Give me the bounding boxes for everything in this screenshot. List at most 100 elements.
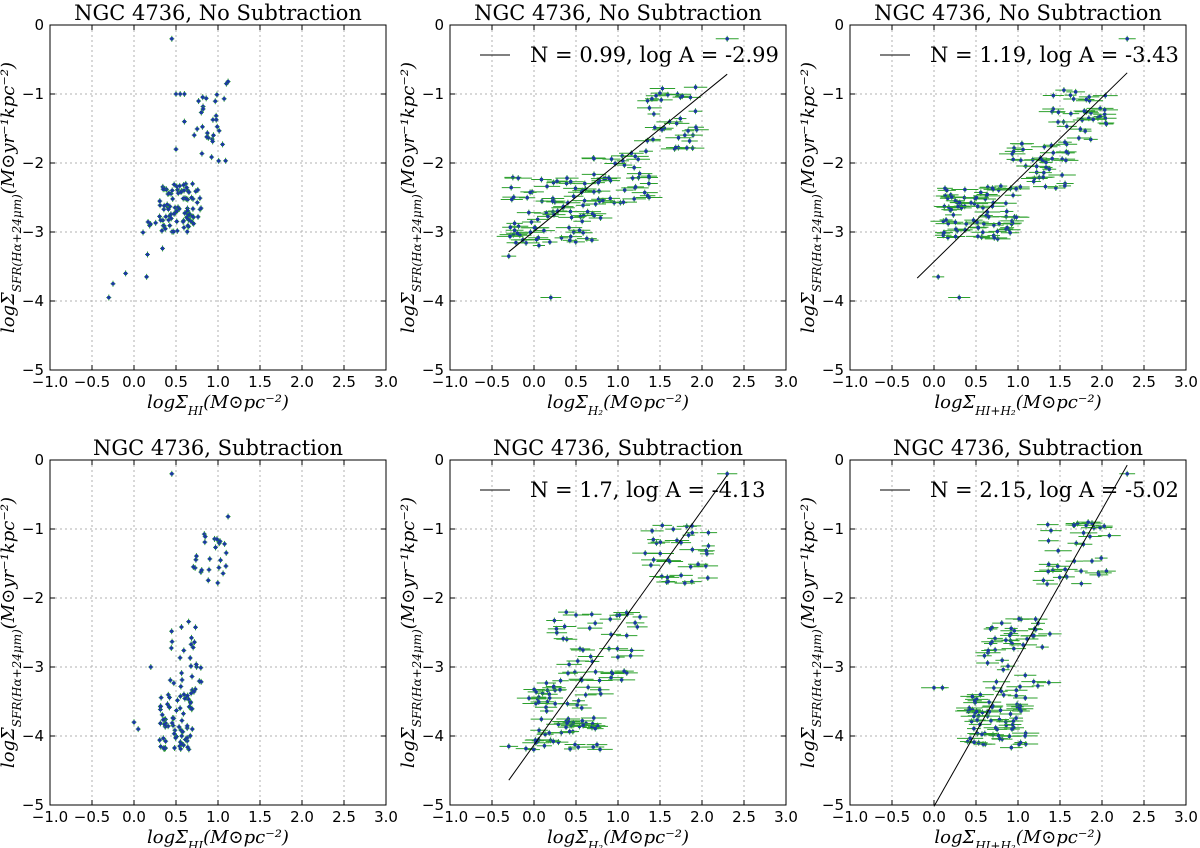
data-point <box>976 699 1002 706</box>
data-point <box>967 697 982 704</box>
data-point <box>1038 537 1059 544</box>
x-tick-label: 3.0 <box>1174 808 1198 826</box>
x-axis-label: logΣH₂(M⊙pc⁻²) <box>547 392 689 418</box>
data-point <box>606 645 629 652</box>
data-point <box>176 723 182 730</box>
x-tick-label: 0.5 <box>564 373 588 391</box>
point-marker <box>1004 201 1008 206</box>
data-point <box>645 95 659 102</box>
point-marker <box>660 523 665 528</box>
data-point <box>645 136 661 143</box>
data-point <box>203 95 209 102</box>
data-point <box>191 220 197 227</box>
data-point <box>225 78 231 85</box>
point-marker <box>1018 185 1023 189</box>
point-marker <box>215 92 219 97</box>
point-marker <box>216 159 221 163</box>
point-marker <box>162 746 166 750</box>
point-marker <box>173 736 178 740</box>
data-point <box>1038 561 1059 568</box>
data-point <box>170 195 176 202</box>
data-point <box>1009 140 1034 147</box>
point-marker <box>593 726 598 731</box>
point-marker <box>188 656 193 660</box>
y-tick-label: −3 <box>822 658 844 676</box>
point-marker <box>555 630 559 635</box>
data-point <box>166 190 172 197</box>
x-tick-label: −1.0 <box>32 808 68 826</box>
data-point <box>553 635 573 642</box>
point-marker <box>168 204 172 209</box>
data-point <box>960 713 988 720</box>
data-point <box>679 546 706 553</box>
data-point <box>171 228 177 235</box>
data-point <box>163 213 169 220</box>
x-tick-label: 0.5 <box>564 808 588 826</box>
point-marker <box>1102 524 1107 528</box>
point-marker <box>539 177 544 182</box>
point-marker <box>1068 93 1073 97</box>
point-marker <box>1023 696 1028 700</box>
data-point <box>179 728 185 735</box>
point-marker <box>999 621 1004 625</box>
data-point <box>562 611 590 618</box>
point-marker <box>575 659 580 663</box>
point-marker <box>221 571 225 576</box>
data-point <box>598 674 624 681</box>
point-marker <box>149 665 153 669</box>
data-point <box>562 208 579 215</box>
point-marker <box>571 230 576 234</box>
data-point <box>177 693 183 700</box>
data-point <box>1078 533 1102 540</box>
point-marker <box>170 639 174 644</box>
data-point <box>178 189 184 196</box>
point-marker <box>188 701 193 705</box>
point-marker <box>1017 617 1021 621</box>
point-marker <box>1018 706 1022 711</box>
data-point <box>177 705 183 712</box>
data-point <box>1040 527 1062 534</box>
data-point <box>1083 136 1098 143</box>
data-point <box>199 567 205 574</box>
point-marker <box>184 185 189 190</box>
point-marker <box>647 174 651 178</box>
point-marker <box>609 632 613 637</box>
data-point <box>532 227 555 234</box>
point-marker <box>164 214 168 219</box>
point-marker <box>654 93 658 98</box>
point-marker <box>1083 129 1087 133</box>
data-point <box>555 224 583 231</box>
data-point <box>205 577 211 584</box>
data-point <box>1003 640 1021 647</box>
point-marker <box>704 564 708 568</box>
data-point <box>181 181 187 188</box>
data-point <box>159 227 165 234</box>
data-point <box>191 688 197 695</box>
point-marker <box>1055 564 1060 569</box>
data-point <box>173 734 179 741</box>
point-marker <box>195 188 200 192</box>
data-point <box>963 194 989 201</box>
data-point <box>570 647 595 654</box>
data-point <box>505 227 524 234</box>
point-marker <box>577 228 582 233</box>
data-point <box>534 704 558 711</box>
x-tick-label: −1.0 <box>432 808 468 826</box>
point-marker <box>185 208 190 213</box>
point-marker <box>705 552 709 556</box>
data-point <box>571 704 592 711</box>
point-marker <box>972 740 976 744</box>
point-marker <box>508 234 512 239</box>
data-point <box>168 645 174 652</box>
point-marker <box>524 746 528 751</box>
point-marker <box>507 254 511 258</box>
data-point <box>677 144 697 151</box>
point-marker <box>158 721 163 726</box>
point-marker <box>706 530 711 535</box>
y-tick-label: −1 <box>22 520 44 538</box>
data-point <box>674 132 695 139</box>
point-marker <box>1021 643 1025 647</box>
point-marker <box>170 37 174 41</box>
data-point <box>1051 109 1065 116</box>
point-marker <box>1012 628 1017 633</box>
